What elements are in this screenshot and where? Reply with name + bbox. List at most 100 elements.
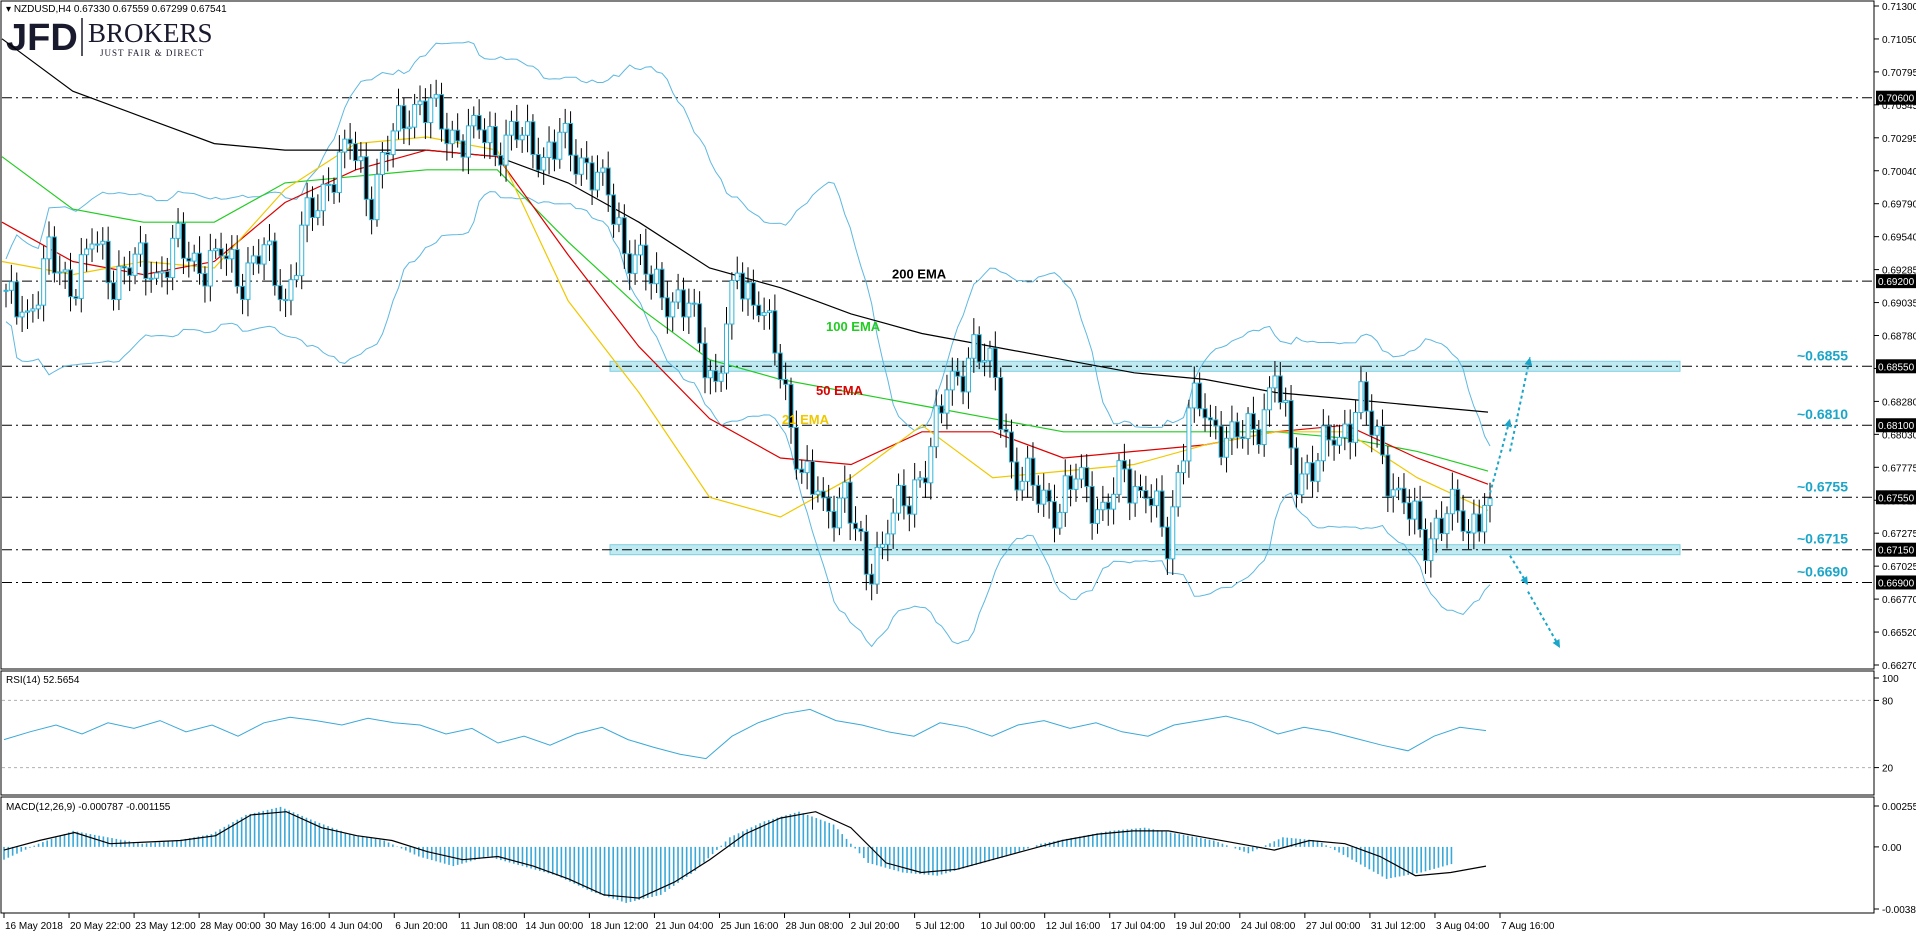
y-tick-label: 0.66520: [1882, 628, 1916, 639]
candle-body: [94, 243, 100, 246]
candle-body: [675, 289, 681, 303]
candle-body: [84, 248, 90, 256]
candle-body: [901, 484, 907, 507]
broker-logo: JFD BROKERS JUST FAIR & DIRECT: [6, 17, 213, 59]
candle-body: [1197, 382, 1203, 410]
candle-body: [46, 236, 52, 260]
rsi-tick-label: 20: [1882, 764, 1894, 775]
candle-body: [890, 512, 896, 535]
candle-body: [1138, 486, 1144, 492]
candle-body: [976, 334, 982, 363]
candle-body: [186, 257, 192, 262]
candle-body: [1358, 381, 1364, 414]
candle-body: [1471, 513, 1477, 534]
candle-body: [218, 248, 224, 257]
candle-body: [369, 198, 375, 221]
candle-body: [492, 126, 498, 157]
x-tick-label: 28 Jun 08:00: [786, 921, 844, 932]
candle-body: [519, 134, 525, 141]
level-tag: 0.68550: [1878, 362, 1915, 373]
candle-body: [987, 347, 993, 362]
candle-body: [347, 138, 353, 145]
candle-body: [116, 265, 122, 300]
projection-arrow-head: [1504, 418, 1512, 428]
level-tag-bg: [1876, 542, 1916, 557]
candle-body: [1030, 457, 1036, 486]
x-tick-label: 27 Jul 00:00: [1306, 921, 1361, 932]
candle-body: [78, 254, 84, 299]
level-tag: 0.67550: [1878, 493, 1915, 504]
candle-body: [853, 522, 859, 530]
candle-body: [1094, 509, 1100, 524]
candle-body: [428, 97, 434, 124]
candle-body: [745, 282, 751, 300]
candle-body: [632, 254, 638, 274]
y-tick-label: 0.69790: [1882, 200, 1916, 211]
x-tick-label: 31 Jul 12:00: [1371, 921, 1426, 932]
ema-line: [1, 156, 1489, 472]
candle-body: [530, 121, 536, 156]
candle-body: [740, 272, 746, 300]
candle-body: [1245, 413, 1251, 439]
candle-body: [1175, 472, 1181, 508]
rsi-panel: [0, 670, 1875, 796]
candle-body: [1132, 486, 1138, 504]
candle-body: [1035, 484, 1041, 505]
candle-body: [955, 370, 961, 377]
candle-body: [605, 167, 611, 196]
candle-body: [433, 94, 439, 99]
candle-body: [756, 304, 762, 316]
candle-body: [842, 481, 848, 499]
candle-body: [627, 253, 633, 274]
candle-body: [1256, 428, 1262, 446]
candle-body: [1261, 409, 1267, 446]
x-tick-label: 25 Jun 16:00: [720, 921, 778, 932]
candle-body: [25, 310, 31, 313]
candle-body: [444, 128, 450, 145]
candle-body: [971, 334, 977, 359]
candle-body: [525, 121, 531, 136]
macd-tick-label: 0.002555: [1882, 802, 1916, 813]
candle-body: [1148, 497, 1154, 507]
candle-body: [1482, 505, 1488, 533]
candle-body: [143, 242, 149, 279]
candle-body: [1127, 468, 1133, 504]
candle-body: [826, 497, 832, 512]
candle-body: [315, 210, 321, 218]
candle-body: [266, 240, 272, 246]
candle-body: [1293, 447, 1299, 496]
candle-body: [1444, 513, 1450, 535]
candle-body: [482, 129, 488, 144]
candle-body: [503, 134, 509, 166]
level-label: ~0.6755: [1797, 478, 1848, 494]
candle-body: [982, 360, 988, 363]
candle-body: [1014, 461, 1020, 491]
candle-body: [939, 405, 945, 414]
level-tag-bg: [1876, 274, 1916, 289]
macd-title: MACD(12,26,9) -0.000787 -0.001155: [6, 802, 171, 813]
candle-body: [858, 528, 864, 533]
candle-body: [654, 268, 660, 285]
candle-body: [1164, 526, 1170, 560]
candle-body: [57, 271, 63, 274]
candle-body: [1019, 480, 1025, 491]
ema-annotation: 100 EMA: [826, 319, 881, 334]
candle-body: [702, 342, 708, 379]
candle-body: [293, 275, 299, 281]
candle-body: [1224, 437, 1230, 458]
symbol-info-line: NZDUSD,H4 0.67330 0.67559 0.67299 0.6754…: [14, 4, 227, 15]
level-tag-bg: [1876, 575, 1916, 590]
candle-body: [1229, 421, 1235, 439]
candle-body: [713, 370, 719, 382]
candle-body: [164, 271, 170, 279]
candle-body: [35, 304, 41, 310]
candle-body: [691, 302, 697, 305]
candle-body: [767, 310, 773, 314]
candle-body: [637, 244, 643, 256]
candle-body: [299, 224, 305, 277]
candle-body: [261, 244, 267, 265]
candle-body: [611, 194, 617, 225]
projection-arrow-head: [1552, 638, 1560, 648]
candle-body: [1390, 489, 1396, 497]
candle-body: [1003, 428, 1009, 433]
